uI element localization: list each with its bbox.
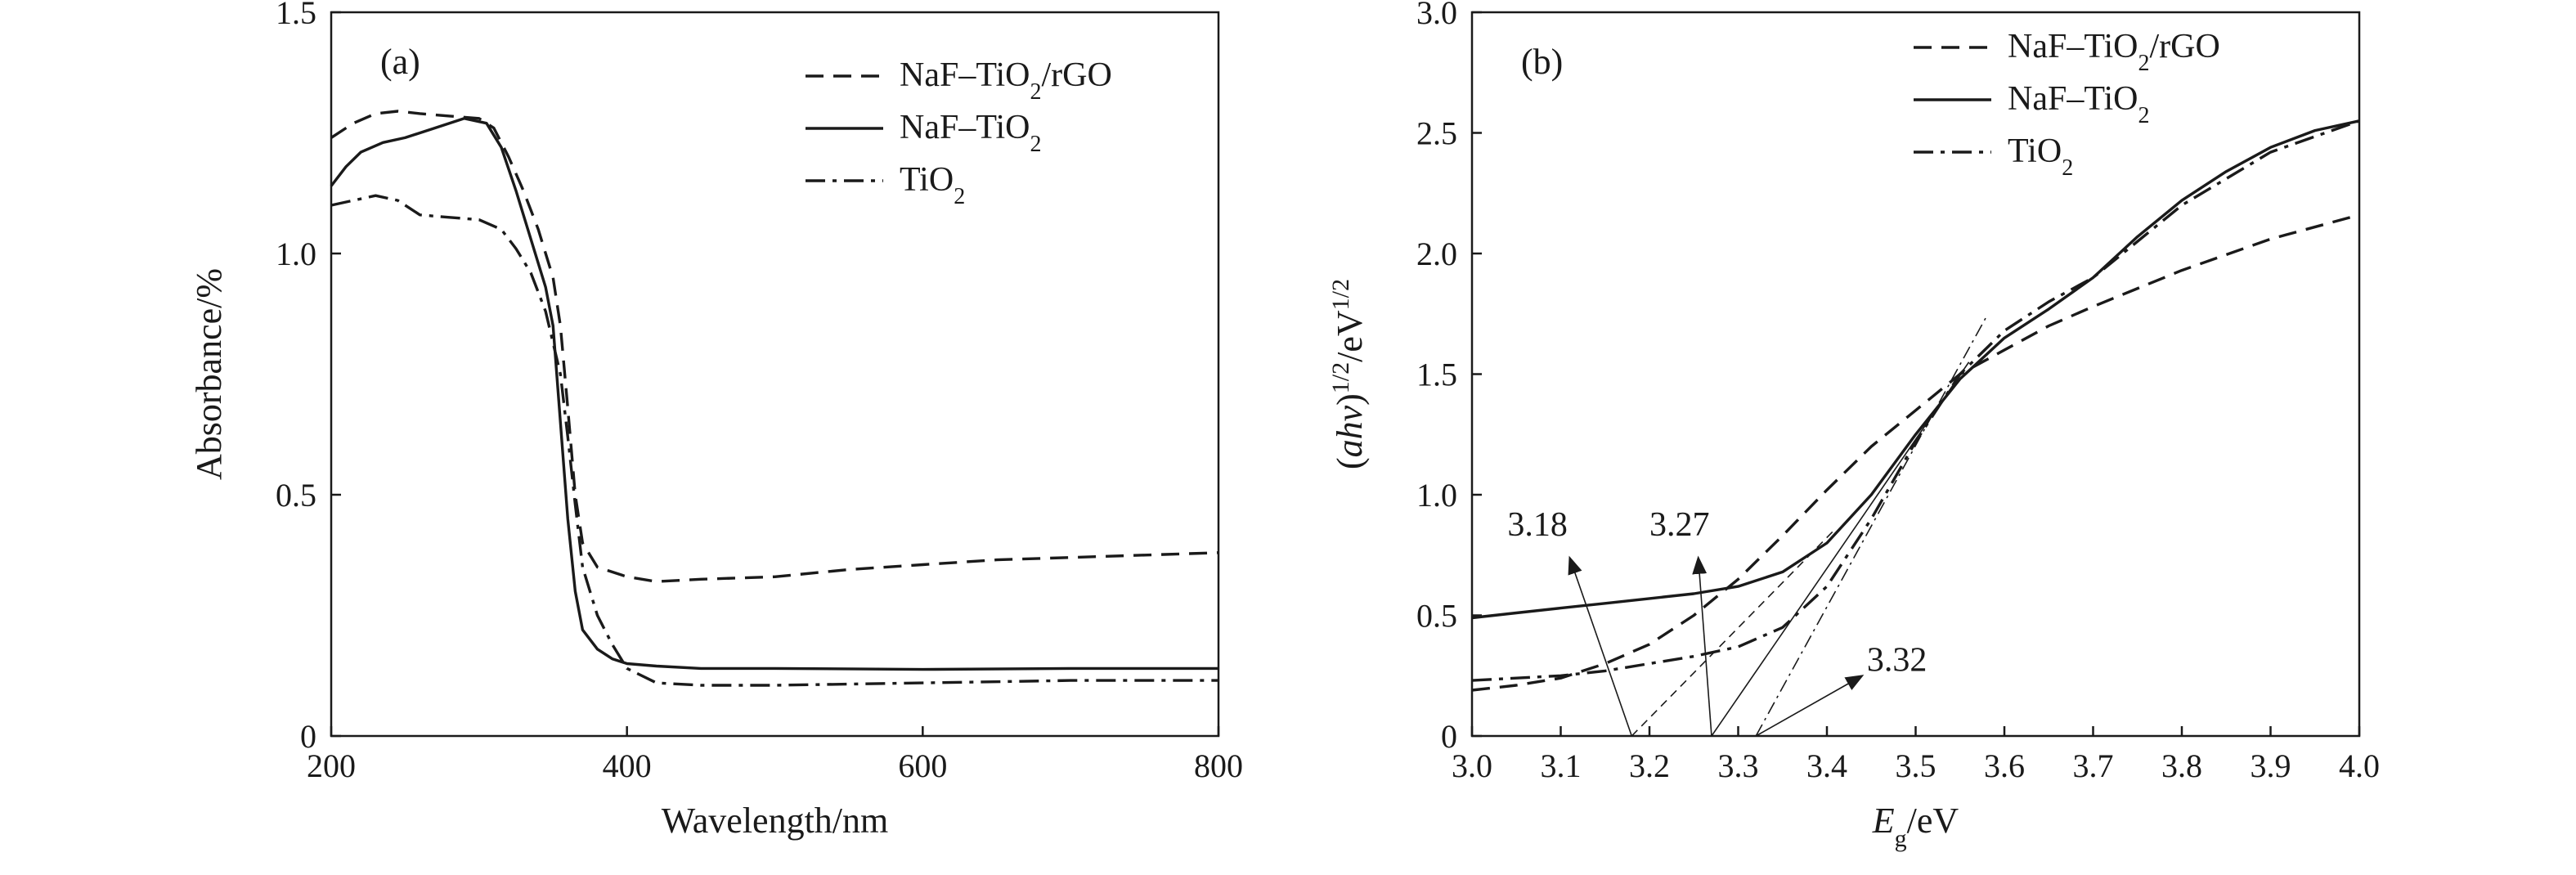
panel-a-y-tick-label: 0.5: [276, 477, 316, 514]
panel-a-legend-label: NaF–TiO2/rGO: [900, 56, 1112, 105]
panel-a-y-tick-label: 0: [300, 718, 316, 755]
panel-b-series-naf-tio2-rgo: [1471, 213, 2360, 692]
panel-a-panel-tag: (a): [380, 42, 420, 82]
panel-b-x-tick-label: 4.0: [2339, 747, 2380, 784]
panel-b-plot-frame: [1470, 11, 2361, 738]
panel-b-annotation-arrow: [1692, 555, 1712, 737]
panel-b-x-tick-label: 3.9: [2251, 747, 2291, 784]
panel-b-x-tick-label: 3.4: [1806, 747, 1847, 784]
panel-b-annotation-arrow: [1568, 555, 1633, 737]
panel-b-panel-tag: (b): [1521, 42, 1563, 82]
panel-a-x-axis-label: Wavelength/nm: [662, 801, 889, 841]
panel-a-series-naf-tio2-rgo: [330, 110, 1219, 583]
panel-b-legend-label: TiO2: [2008, 132, 2073, 181]
panel-b-x-tick-label: 3.5: [1896, 747, 1936, 784]
panel-b-annotation-arrow: [1755, 675, 1865, 737]
panel-a-plot-frame: [330, 11, 1220, 738]
panel-b-annotation-label: 3.27: [1649, 506, 1710, 544]
panel-b-y-tick-label: 3.0: [1416, 0, 1457, 31]
panel-b-y-tick-label: 0.5: [1416, 598, 1457, 635]
panel-a-y-tick-label: 1.5: [276, 0, 316, 31]
panel-b-annotation-label: 3.32: [1867, 641, 1928, 679]
panel-a-legend-label: TiO2: [900, 161, 965, 209]
panel-a-series-naf-tio2: [330, 117, 1218, 671]
panel-b-x-tick-label: 3.8: [2161, 747, 2202, 784]
panel-b-y-tick-label: 2.5: [1416, 115, 1457, 152]
panel-b-x-tick-label: 3.2: [1629, 747, 1670, 784]
panel-b-y-tick-label: 1.5: [1416, 357, 1457, 393]
panel-a-x-tick-label: 200: [307, 747, 356, 784]
panel-a-x-tick-label: 800: [1194, 747, 1243, 784]
panel-a-x-tick-label: 600: [898, 747, 947, 784]
panel-a-legend-label: NaF–TiO2: [900, 109, 1042, 157]
panel-b-y-tick-label: 2.0: [1416, 236, 1457, 272]
panel-a-y-axis-label: Absorbance/%: [189, 268, 229, 480]
panel-b-legend-label: NaF–TiO2/rGO: [2008, 28, 2220, 76]
panel-b-x-tick-label: 3.1: [1541, 747, 1582, 784]
panel-b-y-tick-label: 1.0: [1416, 477, 1457, 514]
panel-b-series-tio2: [1471, 119, 2360, 682]
panel-b-chart: 3.0 3.1 3.2 3.3 3.4 3.5 3.6 3.7 3.8 3.9 4.0 0 0.5 1.0…: [1327, 0, 2381, 852]
panel-b-x-tick-label: 3.0: [1452, 747, 1492, 784]
panel-b-y-axis-label: (ahv)1/2/eV1/2: [1327, 279, 1371, 469]
panel-b-series-naf-tio2: [1471, 119, 2360, 620]
panel-b-x-tick-label: 3.3: [1718, 747, 1759, 784]
panel-a-series-tio2: [330, 194, 1218, 687]
panel-b-tangent-line: [1631, 527, 1837, 737]
panel-b-tangent-line: [1755, 316, 1988, 737]
panel-b-x-tick-label: 3.7: [2073, 747, 2114, 784]
panel-b-legend-label: NaF–TiO2: [2008, 80, 2150, 128]
panel-b-x-tick-label: 3.6: [1984, 747, 2025, 784]
panel-b-y-tick-label: 0: [1441, 718, 1457, 755]
panel-a-y-tick-label: 1.0: [276, 236, 316, 272]
panel-b-x-axis-label: Eg/eV: [1872, 801, 1959, 852]
panel-b-tangent-line: [1711, 361, 1970, 737]
panel-a-chart: 200 400 600 800 0 0.5 1.0 1.5 Wavelength/nm Absor…: [189, 0, 1243, 841]
panel-a-x-tick-label: 400: [603, 747, 652, 784]
panel-b-annotation-label: 3.18: [1507, 506, 1568, 544]
